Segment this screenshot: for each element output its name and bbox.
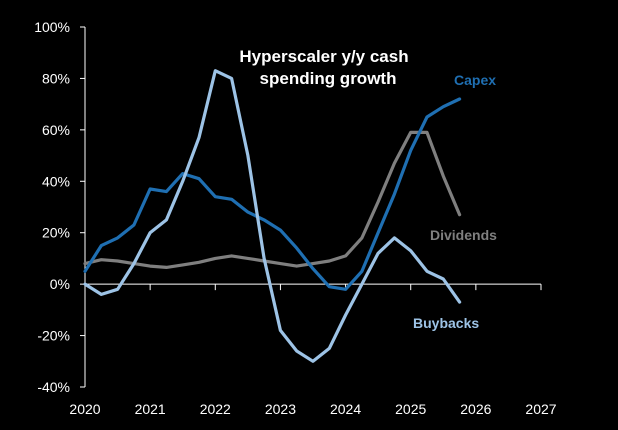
x-tick-label: 2023 (265, 401, 296, 417)
series-labels: Capex Dividends Buybacks (413, 72, 497, 331)
series-line-buybacks (83, 69, 462, 363)
series-lines (83, 69, 462, 363)
x-tick-label: 2025 (395, 401, 426, 417)
x-tick-label: 2021 (135, 401, 166, 417)
y-tick-label: 20% (42, 225, 70, 241)
y-tick-label: 60% (42, 122, 70, 138)
series-label-dividends: Dividends (430, 227, 497, 243)
y-tick-label: 0% (50, 276, 70, 292)
y-tick-label: 80% (42, 70, 70, 86)
x-tick-label: 2026 (460, 401, 491, 417)
axes: -40% -20% 0% 20% 40% 60% 80% 100% 2020 2021 2022 20… (34, 19, 557, 417)
chart-title-line-1: Hyperscaler y/y cash (239, 47, 408, 66)
chart-title-line-2: spending growth (260, 69, 397, 88)
y-tick-label: -20% (37, 328, 70, 344)
y-tick-label: -40% (37, 379, 70, 395)
series-label-buybacks: Buybacks (413, 315, 479, 331)
x-tick-label: 2020 (69, 401, 100, 417)
series-label-capex: Capex (454, 72, 496, 88)
series-line-capex (83, 97, 462, 291)
x-tick-label: 2024 (330, 401, 361, 417)
y-tick-label: 40% (42, 173, 70, 189)
x-tick-label: 2027 (525, 401, 556, 417)
chart-title: Hyperscaler y/y cash spending growth (239, 47, 408, 88)
x-tick-label: 2022 (200, 401, 231, 417)
y-tick-label: 100% (34, 19, 70, 35)
series-line-dividends (83, 130, 462, 269)
